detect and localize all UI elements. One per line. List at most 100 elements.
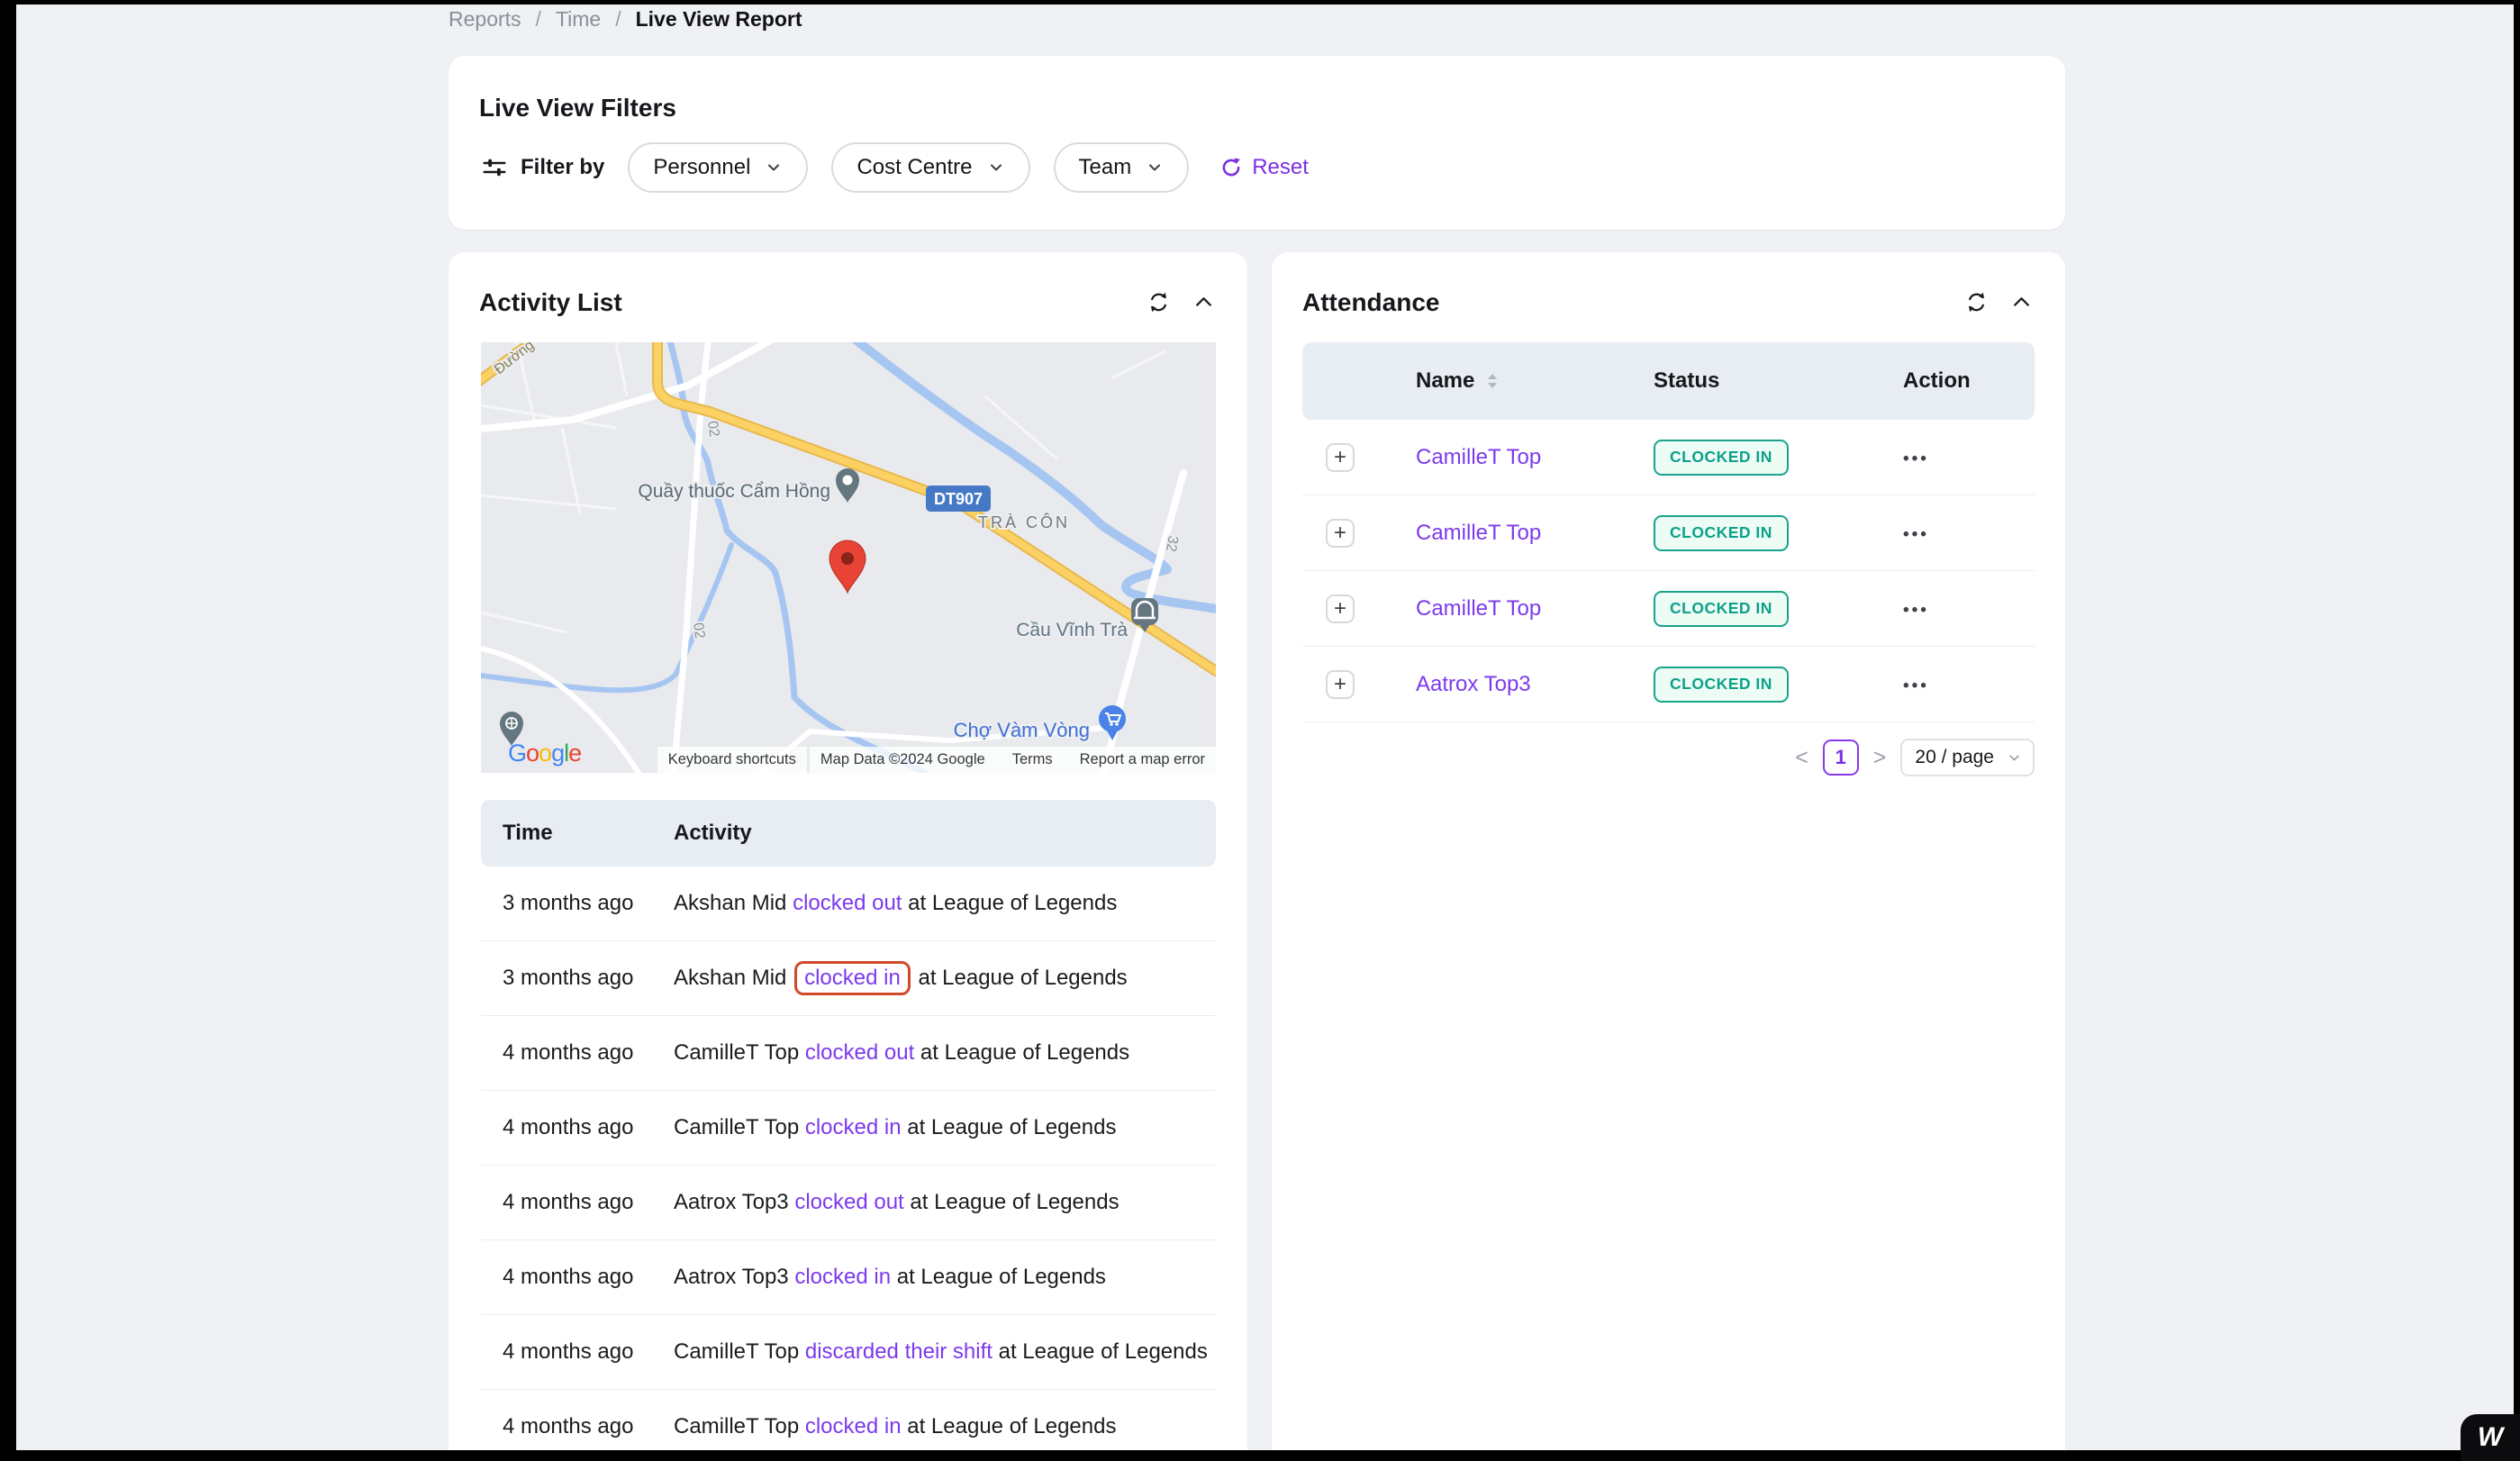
activity-text: CamilleT Top discarded their shift at Le… bbox=[674, 1339, 1216, 1365]
activity-list-title: Activity List bbox=[479, 288, 622, 317]
chevron-down-icon bbox=[765, 159, 783, 177]
attendance-panel: Attendance Name Status Action + CamilleT… bbox=[1272, 252, 2065, 1461]
cost-centre-dropdown[interactable]: Cost Centre bbox=[831, 142, 1029, 193]
activity-action-link[interactable]: clocked in bbox=[805, 1115, 902, 1139]
map-label-road02: 02 bbox=[704, 420, 721, 438]
breadcrumb-current-page: Live View Report bbox=[636, 7, 802, 32]
google-letter: G bbox=[508, 740, 526, 767]
activity-suffix: at League of Legends bbox=[907, 1115, 1116, 1139]
breadcrumb-separator: / bbox=[615, 7, 621, 32]
row-actions-button[interactable]: ••• bbox=[1903, 525, 1929, 544]
status-badge: CLOCKED IN bbox=[1654, 440, 1789, 476]
frame-border bbox=[0, 0, 2520, 5]
chat-widget-button[interactable]: W bbox=[2461, 1414, 2520, 1461]
google-letter: e bbox=[568, 740, 581, 767]
activity-action-link[interactable]: clocked in bbox=[804, 966, 901, 990]
reset-filters-button[interactable]: Reset bbox=[1219, 155, 1309, 180]
activity-action-link[interactable]: clocked out bbox=[805, 1040, 914, 1065]
refresh-icon[interactable] bbox=[1147, 290, 1171, 314]
activity-suffix: at League of Legends bbox=[999, 1339, 1208, 1364]
activity-action-link[interactable]: clocked in bbox=[794, 1265, 891, 1289]
terms-link[interactable]: Terms bbox=[1012, 751, 1053, 768]
breadcrumb-time[interactable]: Time bbox=[556, 7, 601, 32]
activity-text: Aatrox Top3 clocked out at League of Leg… bbox=[674, 1190, 1216, 1215]
sliders-icon bbox=[481, 154, 508, 181]
cost-centre-dropdown-label: Cost Centre bbox=[857, 155, 972, 180]
activity-action-link[interactable]: clocked out bbox=[793, 891, 902, 915]
sort-icon[interactable] bbox=[1483, 371, 1501, 391]
keyboard-shortcuts-link[interactable]: Keyboard shortcuts bbox=[657, 747, 807, 773]
activity-text: CamilleT Top clocked in at League of Leg… bbox=[674, 1115, 1216, 1140]
frame-border bbox=[0, 0, 16, 1461]
activity-actor: Aatrox Top3 bbox=[674, 1265, 789, 1289]
activity-map[interactable]: DT907 Quầy thuốc Cẩm Hồng TRÀ CÔN Cầu Vĩ… bbox=[481, 342, 1216, 773]
activity-text: CamilleT Top clocked out at League of Le… bbox=[674, 1040, 1216, 1066]
collapse-chevron-up-icon[interactable] bbox=[2010, 291, 2033, 313]
attendance-title: Attendance bbox=[1302, 288, 1439, 317]
filter-row: Filter by Personnel Cost Centre Team Res… bbox=[481, 142, 1309, 193]
svg-text:DT907: DT907 bbox=[934, 490, 983, 508]
expand-row-button[interactable]: + bbox=[1326, 519, 1355, 548]
next-page-button[interactable]: > bbox=[1873, 747, 1887, 769]
activity-row: 3 months ago Akshan Mid clocked out at L… bbox=[481, 867, 1216, 941]
reset-label: Reset bbox=[1252, 155, 1309, 180]
collapse-chevron-up-icon[interactable] bbox=[1192, 291, 1215, 313]
activity-time: 4 months ago bbox=[481, 1414, 674, 1439]
page-number-1[interactable]: 1 bbox=[1823, 740, 1859, 776]
page-size-select[interactable]: 20 / page bbox=[1900, 739, 2035, 776]
activity-time: 4 months ago bbox=[481, 1339, 674, 1365]
activity-list-panel: Activity List bbox=[449, 252, 1247, 1461]
status-badge: CLOCKED IN bbox=[1654, 515, 1789, 551]
attendance-rows: + CamilleT Top CLOCKED IN ••• + CamilleT… bbox=[1302, 420, 2035, 722]
row-actions-button[interactable]: ••• bbox=[1903, 676, 1929, 695]
map-label-market: Chợ Vàm Vòng bbox=[954, 719, 1090, 741]
activity-actor: Akshan Mid bbox=[674, 966, 786, 990]
google-logo[interactable]: Google bbox=[508, 740, 581, 767]
row-actions-button[interactable]: ••• bbox=[1903, 449, 1929, 468]
row-actions-button[interactable]: ••• bbox=[1903, 601, 1929, 620]
activity-suffix: at League of Legends bbox=[897, 1265, 1106, 1289]
activity-row: 4 months ago CamilleT Top discarded thei… bbox=[481, 1315, 1216, 1390]
personnel-name-link[interactable]: Aatrox Top3 bbox=[1416, 672, 1531, 697]
report-map-error-link[interactable]: Report a map error bbox=[1080, 751, 1205, 768]
map-label-pharmacy: Quầy thuốc Cẩm Hồng bbox=[638, 481, 830, 502]
expand-row-button[interactable]: + bbox=[1326, 670, 1355, 699]
refresh-icon[interactable] bbox=[1964, 290, 1989, 314]
activity-time: 3 months ago bbox=[481, 891, 674, 916]
google-letter: o bbox=[539, 740, 551, 767]
activity-action-link[interactable]: discarded their shift bbox=[805, 1339, 993, 1364]
chevron-down-icon bbox=[987, 159, 1005, 177]
frame-border bbox=[0, 1450, 2520, 1461]
activity-suffix: at League of Legends bbox=[910, 1190, 1119, 1214]
page-size-value: 20 / page bbox=[1915, 747, 1994, 768]
map-label-bridge: Cầu Vĩnh Trà bbox=[1016, 620, 1128, 640]
previous-page-button[interactable]: < bbox=[1795, 747, 1808, 769]
personnel-name-link[interactable]: CamilleT Top bbox=[1416, 521, 1541, 546]
activity-actor: CamilleT Top bbox=[674, 1040, 799, 1065]
activity-actor: CamilleT Top bbox=[674, 1115, 799, 1139]
w-logo: W bbox=[2478, 1422, 2503, 1453]
expand-row-button[interactable]: + bbox=[1326, 594, 1355, 623]
pagination: < 1 > 20 / page bbox=[1795, 739, 2035, 776]
reset-icon bbox=[1219, 156, 1243, 179]
team-dropdown[interactable]: Team bbox=[1054, 142, 1190, 193]
attendance-row: + CamilleT Top CLOCKED IN ••• bbox=[1302, 420, 2035, 495]
breadcrumb-separator: / bbox=[536, 7, 541, 32]
route-badge-dt907: DT907 bbox=[926, 485, 991, 512]
expand-row-button[interactable]: + bbox=[1326, 443, 1355, 472]
activity-action-link[interactable]: clocked in bbox=[805, 1414, 902, 1438]
attendance-row: + CamilleT Top CLOCKED IN ••• bbox=[1302, 571, 2035, 647]
breadcrumb-reports[interactable]: Reports bbox=[449, 7, 521, 32]
filter-by-label-group: Filter by bbox=[481, 154, 604, 181]
attendance-table-header: Name Status Action bbox=[1302, 342, 2035, 420]
column-header-time: Time bbox=[481, 821, 674, 846]
personnel-dropdown[interactable]: Personnel bbox=[628, 142, 808, 193]
column-header-activity: Activity bbox=[674, 821, 1216, 846]
activity-action-link[interactable]: clocked out bbox=[794, 1190, 903, 1214]
activity-text: CamilleT Top clocked in at League of Leg… bbox=[674, 1414, 1216, 1439]
personnel-name-link[interactable]: CamilleT Top bbox=[1416, 445, 1541, 470]
activity-suffix: at League of Legends bbox=[920, 1040, 1129, 1065]
activity-text: Aatrox Top3 clocked in at League of Lege… bbox=[674, 1265, 1216, 1290]
personnel-name-link[interactable]: CamilleT Top bbox=[1416, 596, 1541, 622]
filter-by-label: Filter by bbox=[521, 155, 604, 180]
